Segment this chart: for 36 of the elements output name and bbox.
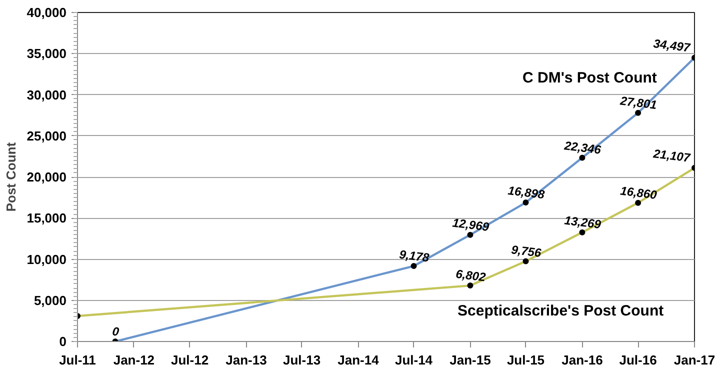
y-tick-label: 40,000 [26, 5, 67, 20]
data-label: 12,969 [452, 216, 490, 234]
y-tick-label: 10,000 [26, 252, 67, 267]
data-label: 21,107 [652, 146, 692, 166]
y-tick-label: 0 [59, 334, 67, 349]
data-label: 0 [112, 324, 120, 339]
data-label: 27,801 [618, 94, 658, 112]
x-tick-label: Jul-16 [619, 352, 657, 368]
y-tick-label: 5,000 [34, 292, 67, 308]
data-label: 22,346 [562, 138, 602, 157]
series-label: C DM's Post Count [522, 70, 657, 86]
data-label: 9,178 [398, 247, 430, 265]
y-tick-label: 30,000 [26, 87, 67, 102]
y-tick-label: 15,000 [26, 210, 67, 226]
x-tick-label: Jul-11 [59, 352, 96, 368]
x-tick-label: Jul-13 [282, 352, 321, 368]
data-label: 16,898 [507, 183, 546, 202]
y-tick-label: 25,000 [26, 128, 67, 144]
y-axis-title: Post Count [4, 142, 19, 212]
x-tick-label: Jan-15 [450, 352, 491, 368]
data-label: 34,497 [652, 36, 692, 55]
x-tick-label: Jul-12 [171, 352, 209, 368]
x-tick-label: Jan-13 [226, 352, 267, 368]
x-tick-label: Jul-15 [506, 352, 545, 368]
data-label: 6,802 [454, 266, 487, 284]
x-tick-label: Jan-12 [113, 352, 155, 368]
x-tick-label: Jan-16 [562, 352, 603, 368]
series-label: Scepticalscribe's Post Count [458, 302, 664, 320]
y-tick-label: 20,000 [26, 170, 67, 184]
data-label: 13,269 [564, 213, 602, 232]
x-tick-label: Jan-14 [338, 352, 380, 368]
x-tick-label: Jan-17 [674, 352, 716, 368]
y-tick-label: 35,000 [26, 46, 67, 62]
x-tick-label: Jul-14 [394, 352, 434, 368]
data-label: 9,756 [510, 242, 542, 260]
data-label: 16,860 [619, 184, 658, 202]
